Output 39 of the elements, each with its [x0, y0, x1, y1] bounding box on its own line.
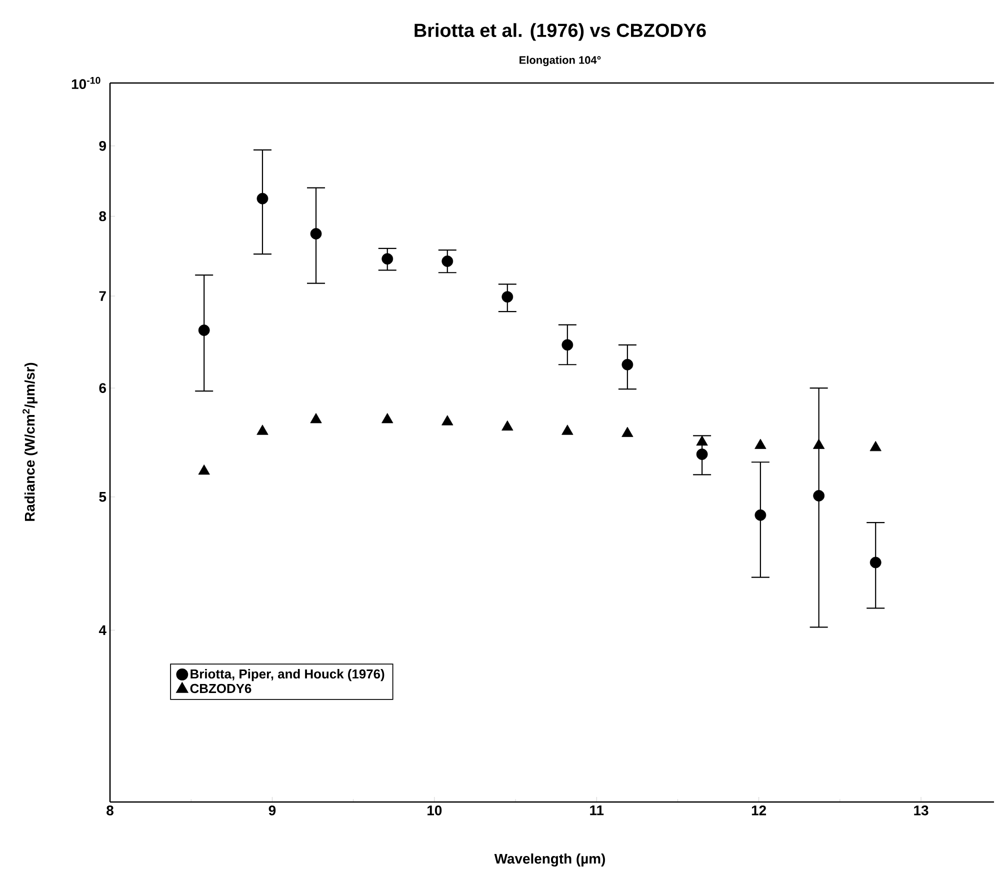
- y-axis-title: Radiance (W/cm$^{2}$/µm/sr): [22, 362, 38, 521]
- x-tick-label: 11: [590, 805, 604, 816]
- point: [622, 358, 634, 370]
- point: [382, 413, 394, 424]
- y-tick-label: 9: [99, 140, 106, 151]
- legend-label: Briotta, Piper, and Houck (1976): [190, 669, 384, 682]
- point: [310, 228, 322, 240]
- x-tick-label: 13: [914, 805, 928, 816]
- x-tick-label: 10: [428, 805, 442, 816]
- point: [256, 192, 268, 204]
- point: [198, 464, 210, 475]
- point: [754, 438, 766, 449]
- x-tick-label: 8: [106, 805, 114, 816]
- y-tick-label: 7: [99, 291, 106, 301]
- point: [813, 438, 825, 449]
- x-axis-title: Wavelength (µm): [494, 853, 605, 867]
- point: [622, 426, 634, 437]
- point: [442, 415, 454, 426]
- point: [502, 291, 514, 303]
- point: [198, 324, 210, 336]
- point: [562, 339, 574, 351]
- y-tick-label: 8: [99, 211, 106, 222]
- legend-label: CBZODY6: [190, 684, 252, 694]
- chart-subtitle: Elongation 104°: [520, 56, 601, 66]
- point: [382, 253, 394, 265]
- point: [696, 435, 708, 446]
- y-tick-label: 4: [98, 625, 106, 635]
- point: [310, 413, 322, 424]
- point: [562, 424, 574, 435]
- y-tick-label: 5: [99, 492, 106, 502]
- point: [870, 440, 882, 452]
- point: [442, 256, 454, 267]
- x-tick-label: 9: [268, 805, 276, 816]
- chart-title: Briotta et al. (1976) vs CBZODY6: [414, 23, 706, 41]
- point: [256, 424, 268, 435]
- text: 10$^{-10}$: [72, 76, 100, 90]
- y-tick-label: 6: [99, 383, 106, 393]
- point: [502, 420, 514, 431]
- x-tick-label: 12: [752, 805, 766, 816]
